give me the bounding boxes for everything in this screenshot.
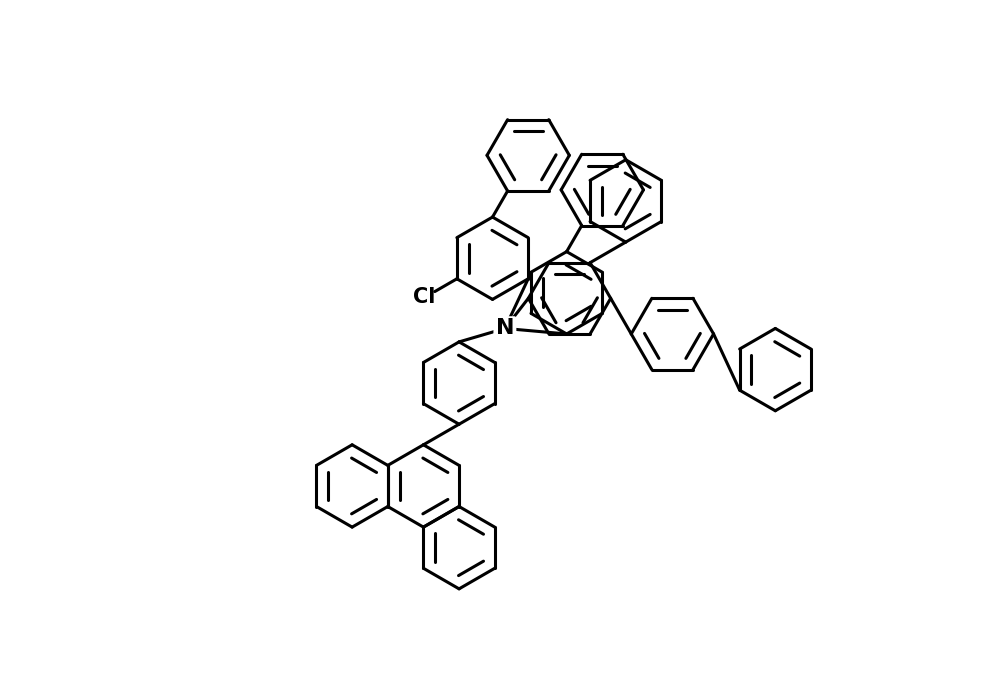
Text: N: N [496,318,514,338]
Text: Cl: Cl [413,288,436,307]
